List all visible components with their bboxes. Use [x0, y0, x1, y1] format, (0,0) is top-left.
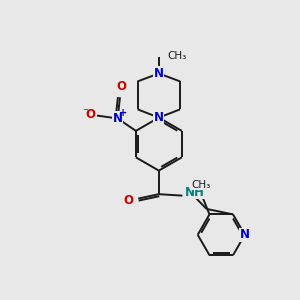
Text: N: N — [112, 112, 123, 125]
Text: +: + — [119, 108, 127, 118]
Text: NH: NH — [185, 186, 205, 199]
Text: O: O — [123, 194, 133, 207]
Text: CH₃: CH₃ — [191, 180, 210, 190]
Text: ⁻: ⁻ — [82, 108, 88, 118]
Text: N: N — [154, 67, 164, 80]
Text: O: O — [85, 108, 95, 121]
Text: N: N — [154, 111, 164, 124]
Text: CH₃: CH₃ — [167, 51, 186, 61]
Text: N: N — [240, 228, 250, 241]
Text: O: O — [116, 80, 127, 93]
